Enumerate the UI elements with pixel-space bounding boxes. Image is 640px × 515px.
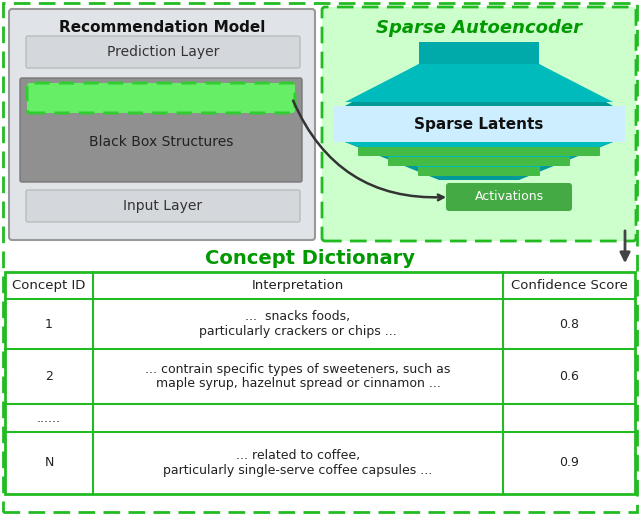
- Text: 0.8: 0.8: [559, 318, 579, 331]
- FancyBboxPatch shape: [446, 183, 572, 211]
- Text: Black Box Structures: Black Box Structures: [89, 135, 233, 149]
- FancyBboxPatch shape: [26, 36, 300, 68]
- FancyBboxPatch shape: [419, 42, 539, 64]
- Text: 1: 1: [45, 318, 53, 331]
- Text: Activations: Activations: [474, 191, 543, 203]
- FancyBboxPatch shape: [358, 147, 600, 156]
- Text: Concept ID: Concept ID: [12, 279, 86, 292]
- FancyBboxPatch shape: [20, 78, 302, 182]
- FancyBboxPatch shape: [418, 167, 540, 176]
- FancyBboxPatch shape: [5, 272, 635, 494]
- Polygon shape: [345, 142, 613, 174]
- Text: Sparse Autoencoder: Sparse Autoencoder: [376, 19, 582, 37]
- Polygon shape: [345, 64, 613, 102]
- Text: Recommendation Model: Recommendation Model: [59, 21, 265, 36]
- Text: 2: 2: [45, 370, 53, 383]
- Text: ......: ......: [37, 411, 61, 424]
- Text: 0.9: 0.9: [559, 456, 579, 470]
- Text: Interpretation: Interpretation: [252, 279, 344, 292]
- FancyBboxPatch shape: [26, 190, 300, 222]
- Polygon shape: [345, 142, 613, 180]
- Text: 0.6: 0.6: [559, 370, 579, 383]
- FancyBboxPatch shape: [322, 7, 636, 241]
- Polygon shape: [345, 64, 613, 106]
- Text: N: N: [44, 456, 54, 470]
- Text: ...  snacks foods,
particularly crackers or chips ...: ... snacks foods, particularly crackers …: [199, 310, 397, 338]
- Text: Sparse Latents: Sparse Latents: [414, 116, 544, 131]
- FancyBboxPatch shape: [388, 157, 570, 166]
- FancyBboxPatch shape: [9, 9, 315, 240]
- FancyBboxPatch shape: [333, 106, 625, 142]
- Text: Input Layer: Input Layer: [124, 199, 203, 213]
- Text: Prediction Layer: Prediction Layer: [107, 45, 219, 59]
- Text: ... related to coffee,
particularly single-serve coffee capsules ...: ... related to coffee, particularly sing…: [163, 449, 433, 477]
- Text: ... contrain specific types of sweeteners, such as
maple syrup, hazelnut spread : ... contrain specific types of sweetener…: [145, 363, 451, 390]
- FancyBboxPatch shape: [27, 83, 295, 113]
- Text: Concept Dictionary: Concept Dictionary: [205, 249, 415, 267]
- Text: Confidence Score: Confidence Score: [511, 279, 627, 292]
